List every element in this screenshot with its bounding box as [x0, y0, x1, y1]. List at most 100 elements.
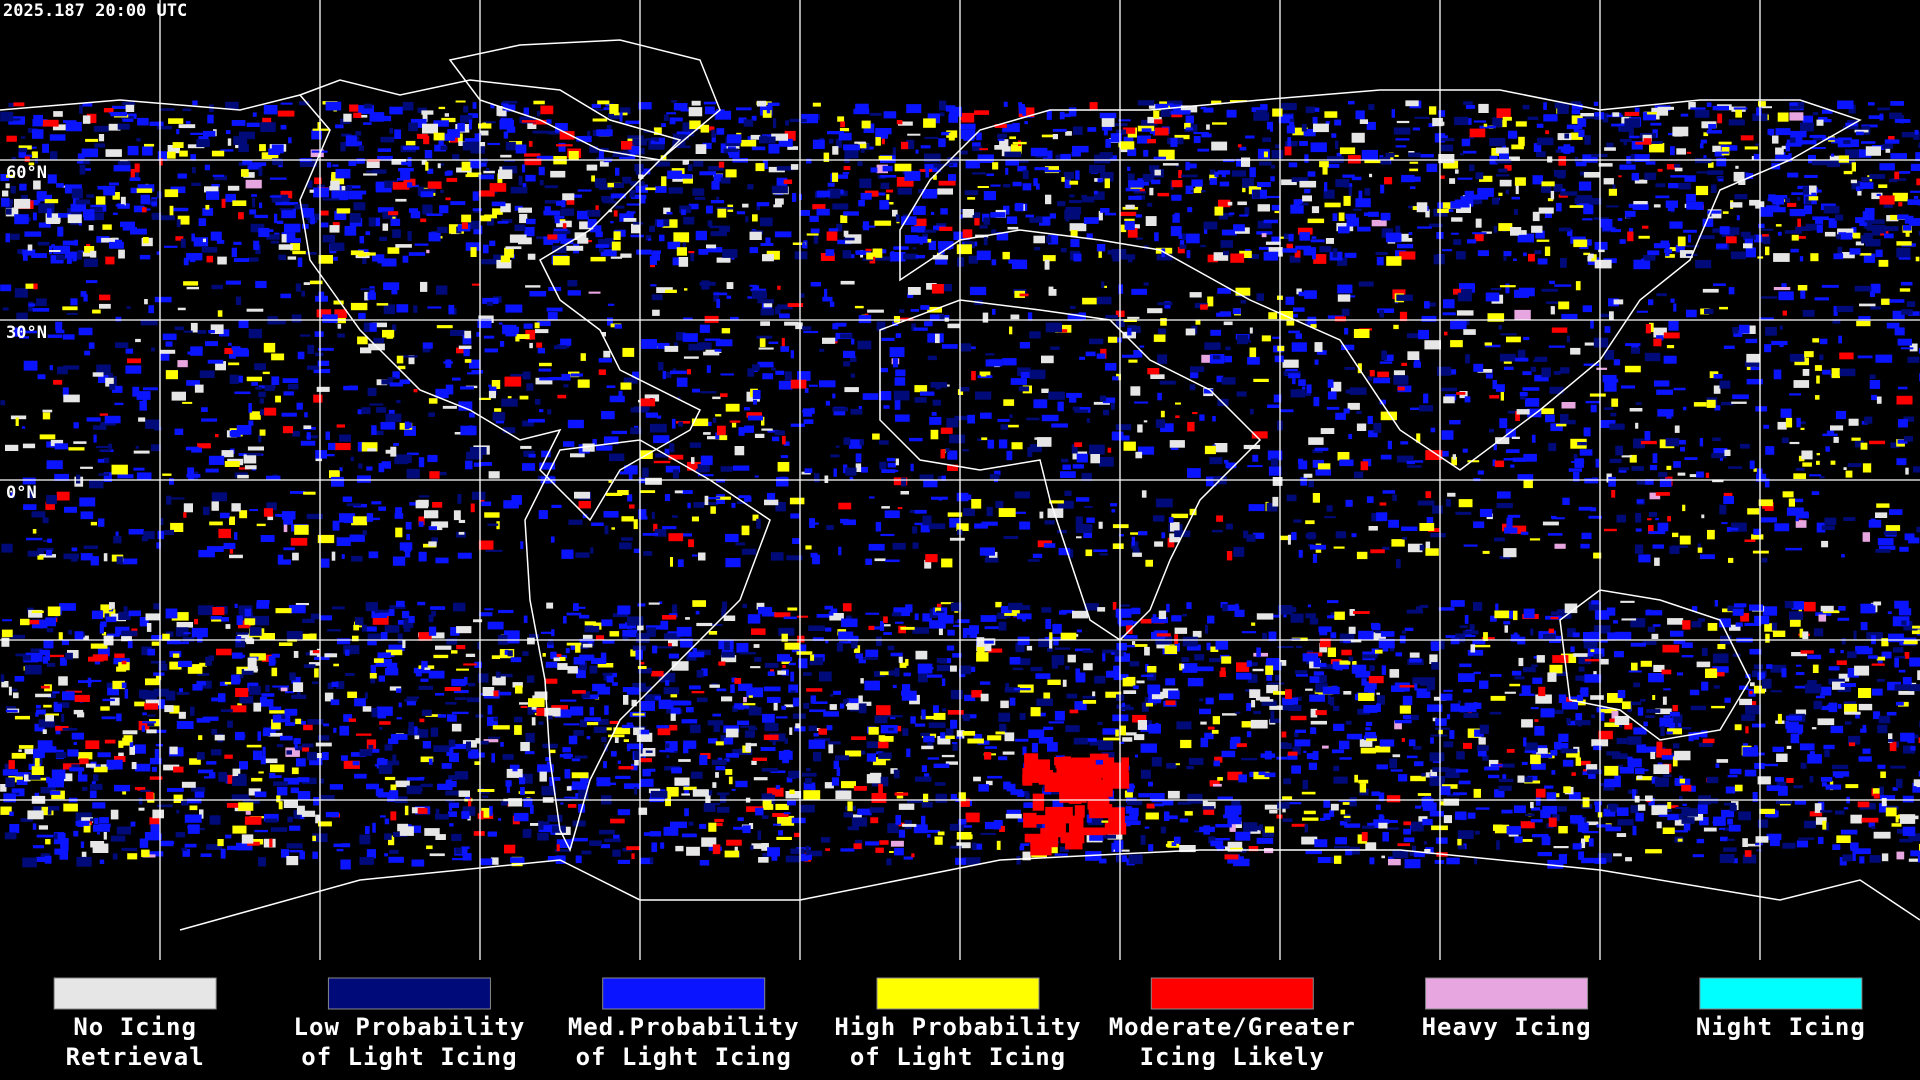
icing-patch [471, 283, 480, 286]
icing-patch [1204, 342, 1221, 350]
icing-patch [543, 210, 561, 216]
icing-patch [111, 105, 126, 109]
icing-patch [142, 207, 147, 213]
icing-patch [1151, 179, 1161, 185]
icing-patch [453, 690, 469, 694]
icing-patch [1408, 739, 1416, 747]
icing-patch [664, 448, 670, 456]
icing-patch [1824, 517, 1837, 525]
icing-patch [790, 423, 805, 427]
icing-patch [362, 254, 367, 264]
icing-patch [1233, 224, 1245, 232]
icing-patch [907, 133, 921, 136]
icing-patch [211, 184, 220, 188]
icing-patch [1630, 642, 1646, 647]
icing-patch [1263, 151, 1268, 158]
icing-patch [577, 379, 590, 388]
icing-patch [799, 804, 815, 813]
icing-patch [991, 229, 997, 235]
icing-patch [122, 118, 134, 122]
icing-patch [1029, 444, 1042, 453]
icing-patch [1046, 110, 1052, 120]
icing-patch [385, 413, 402, 423]
icing-patch [503, 104, 516, 112]
icing-patch [1513, 258, 1517, 261]
icing-patch [547, 312, 558, 321]
icing-patch [10, 634, 26, 639]
icing-patch [538, 510, 548, 519]
icing-patch [1666, 345, 1675, 349]
icing-patch [1761, 296, 1778, 299]
icing-patch [1889, 112, 1902, 120]
icing-patch [587, 130, 591, 137]
icing-patch [336, 424, 345, 428]
icing-patch [179, 150, 188, 157]
icing-patch [1170, 522, 1180, 532]
icing-patch [1261, 335, 1271, 342]
icing-patch [1006, 216, 1018, 224]
icing-patch [1413, 361, 1421, 368]
icing-patch [313, 797, 319, 806]
icing-patch [1185, 185, 1194, 194]
icing-patch [749, 284, 758, 287]
icing-patch [1785, 547, 1802, 551]
icing-patch [712, 417, 717, 423]
icing-patch [620, 253, 632, 258]
icing-patch [1087, 127, 1097, 132]
icing-patch [623, 739, 629, 742]
icing-patch [1857, 189, 1862, 196]
icing-patch [1830, 725, 1844, 734]
icing-patch [45, 213, 61, 223]
icing-patch [1098, 521, 1103, 529]
icing-patch [1299, 180, 1317, 188]
icing-patch [777, 462, 790, 472]
icing-patch [1290, 389, 1306, 398]
icing-patch [450, 330, 466, 336]
icing-patch [577, 237, 589, 244]
icing-patch [1799, 256, 1804, 262]
icing-patch [995, 500, 1004, 509]
icing-patch [786, 555, 803, 561]
icing-patch [1, 197, 10, 207]
icing-patch [450, 627, 460, 636]
icing-patch [731, 502, 736, 508]
icing-patch [1171, 113, 1183, 118]
icing-patch [762, 110, 772, 118]
icing-patch [1550, 306, 1555, 315]
icing-patch [1918, 770, 1920, 777]
icing-patch [462, 141, 480, 151]
icing-patch [1668, 183, 1679, 189]
icing-patch [1208, 836, 1216, 844]
icing-patch [1610, 229, 1621, 233]
icing-patch [566, 200, 575, 205]
icing-patch [1013, 511, 1026, 514]
icing-patch [82, 168, 91, 171]
icing-patch [1719, 456, 1723, 461]
icing-patch [185, 120, 191, 124]
icing-patch [1069, 223, 1087, 232]
icing-patch [445, 359, 452, 368]
icing-patch [408, 721, 414, 731]
icing-patch [254, 214, 269, 219]
icing-patch [939, 100, 947, 111]
icing-patch [1879, 786, 1884, 797]
icing-patch [301, 208, 315, 218]
icing-patch [479, 397, 491, 400]
icing-patch [1630, 153, 1637, 163]
icing-patch [1214, 756, 1223, 763]
icing-patch [1550, 190, 1555, 200]
icing-patch [420, 678, 429, 682]
icing-patch [1237, 144, 1242, 148]
icing-patch [1286, 125, 1295, 134]
icing-patch [1305, 533, 1317, 539]
icing-patch [651, 252, 660, 258]
icing-patch [501, 219, 513, 223]
icing-patch [183, 503, 193, 513]
icing-patch [1915, 152, 1920, 162]
icing-patch [548, 377, 563, 381]
icing-patch [1167, 537, 1175, 548]
icing-patch [134, 763, 151, 772]
icing-patch [1247, 254, 1259, 259]
icing-patch [78, 158, 91, 165]
icing-patch [749, 231, 762, 240]
